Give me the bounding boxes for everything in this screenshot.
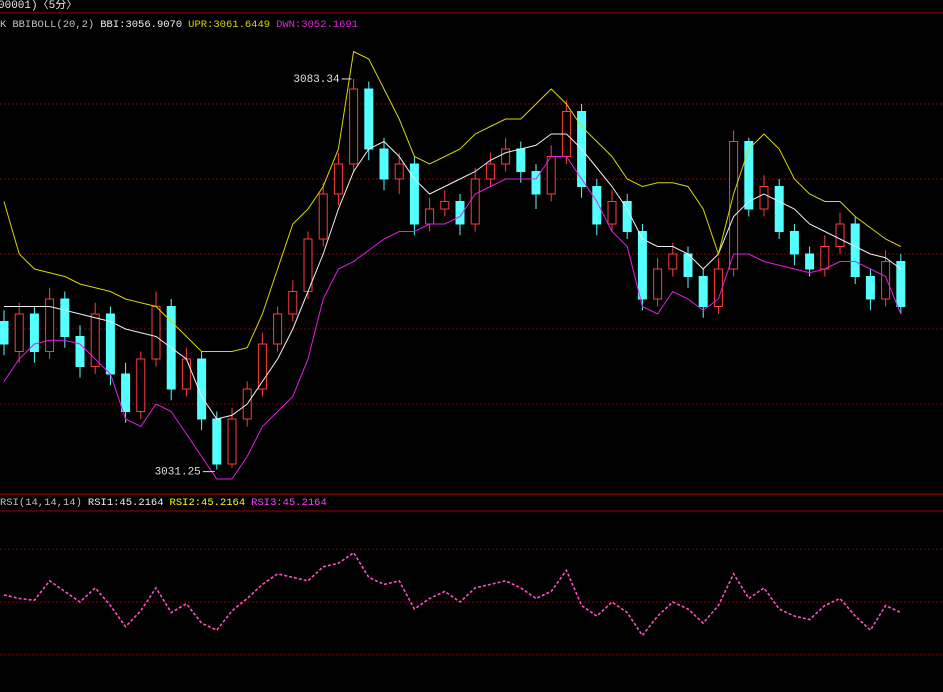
- candle-body: [698, 276, 708, 307]
- candle-body: [212, 418, 222, 465]
- candle-body: [470, 178, 480, 225]
- candle-body: [485, 163, 495, 180]
- candle-body: [425, 208, 435, 225]
- candle-body: [333, 163, 343, 195]
- candle-body: [592, 186, 602, 225]
- candle-body: [379, 148, 389, 180]
- candle-body: [136, 358, 146, 412]
- candle-body: [516, 148, 526, 172]
- legend: K BBIBOLL(20,2) BBI:3056.9070 UPR:3061.6449…: [0, 19, 364, 31]
- candle-body: [364, 88, 374, 150]
- candle-body: [75, 336, 85, 367]
- candle-body: [744, 141, 754, 210]
- legend-entry: RSI3:45.2164: [251, 497, 327, 509]
- candle-body: [835, 223, 845, 247]
- candle-body: [637, 231, 647, 300]
- candle-body: [409, 163, 419, 225]
- candle-body: [90, 313, 100, 367]
- candle-body: [455, 201, 465, 225]
- candle-body: [774, 186, 784, 232]
- candle-body: [0, 321, 9, 345]
- legend-entry: UPR:3061.6449: [188, 19, 271, 31]
- annotation: 3031.25: [155, 467, 201, 479]
- candle-body: [501, 148, 511, 165]
- legend-entry: RSI1:45.2164: [87, 497, 164, 509]
- legend-entry: K: [0, 19, 7, 31]
- symbol: 00001)〈5分〉: [0, 0, 78, 12]
- candle-body: [60, 298, 70, 337]
- legend-entry: BBI:3056.9070: [100, 19, 183, 31]
- candle-body: [227, 418, 237, 465]
- candle-body: [805, 253, 815, 270]
- candle-body: [881, 261, 891, 300]
- line-series: [3, 551, 902, 637]
- candle-body: [257, 343, 267, 390]
- candle-body: [29, 313, 39, 352]
- candle-body: [789, 231, 799, 255]
- candle-body: [546, 156, 556, 195]
- candle-body: [820, 246, 830, 270]
- candle-body: [45, 298, 55, 352]
- candle-body: [622, 201, 632, 232]
- legend: RSI(14,14,14) RSI1:45.2164 RSI2:45.2164 RSI…: [0, 497, 333, 509]
- line-series: [4, 133, 902, 420]
- candle-body: [729, 141, 739, 270]
- candle-body: [273, 313, 283, 345]
- legend-entry: DWN:3052.1691: [276, 19, 358, 31]
- legend-entry: RSI(14,14,14): [0, 497, 82, 509]
- candle-body: [668, 253, 678, 270]
- candle-body: [850, 223, 860, 277]
- line-series: [3, 156, 902, 480]
- candle-body: [121, 373, 131, 412]
- candle-body: [349, 88, 359, 165]
- legend-entry: BBIBOLL(20,2): [12, 19, 95, 31]
- candle-body: [318, 193, 328, 240]
- candle-body: [607, 201, 617, 225]
- legend-entry: RSI2:45.2164: [169, 497, 246, 509]
- line-series: [3, 50, 902, 352]
- candle-body: [865, 276, 875, 300]
- candle-body: [288, 291, 298, 315]
- candle-body: [759, 186, 769, 210]
- candle-body: [151, 306, 161, 360]
- candle-body: [440, 201, 450, 210]
- candle-body: [394, 163, 404, 180]
- annotation: 3083.34: [293, 74, 340, 86]
- candle-body: [653, 268, 663, 300]
- candle-body: [197, 358, 207, 420]
- candle-body: [181, 358, 191, 390]
- candle-body: [896, 261, 906, 307]
- candle-body: [531, 171, 541, 195]
- candle-body: [14, 313, 24, 352]
